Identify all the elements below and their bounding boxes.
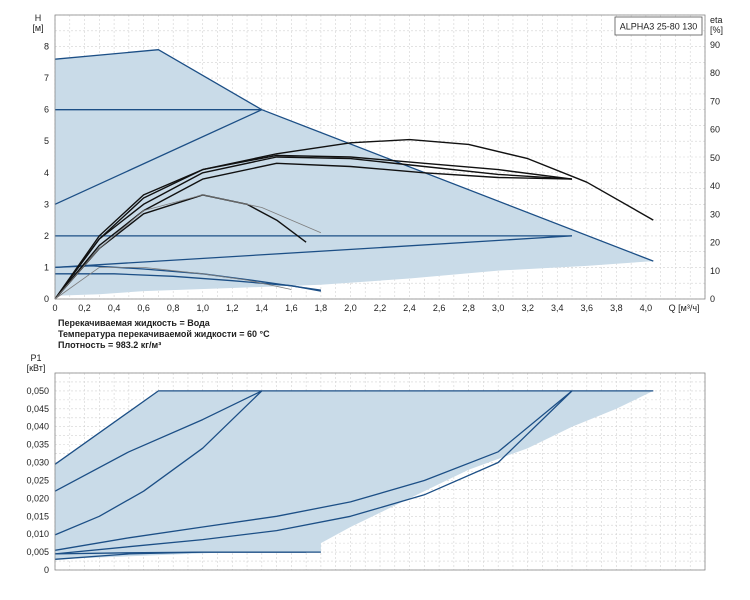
x-tick-label: 0 — [52, 303, 57, 313]
y-tick-label-0: 6 — [44, 105, 49, 115]
y-tick-label-0: 4 — [44, 168, 49, 178]
x-tick-label: 4,0 — [640, 303, 653, 313]
series-0-8 — [54, 154, 573, 300]
x-tick-label: 0,4 — [108, 303, 121, 313]
x-tick-label: 2,0 — [344, 303, 357, 313]
series-1-3 — [54, 390, 573, 551]
y-tick-label-1: 0,035 — [26, 440, 49, 450]
series-0-7 — [54, 138, 654, 300]
x-tick-label: 3,4 — [551, 303, 564, 313]
y2-axis-label: eta — [710, 15, 723, 25]
x-tick-label: 3,2 — [521, 303, 534, 313]
y-tick-label-1: 0,010 — [26, 529, 49, 539]
y-tick-label-1: 0 — [44, 565, 49, 575]
plot-frame-1 — [54, 372, 706, 571]
x-tick-label: 1,8 — [315, 303, 328, 313]
y-tick-label-1: 0,005 — [26, 547, 49, 557]
y2-tick-label: 40 — [710, 181, 720, 191]
x-tick-label: 0,2 — [78, 303, 91, 313]
note-2: Плотность = 983.2 кг/м³ — [58, 340, 161, 350]
x-tick-label: 2,8 — [462, 303, 475, 313]
title-box — [614, 16, 703, 36]
y2-tick-label: 50 — [710, 153, 720, 163]
y-tick-label-1: 0,045 — [26, 404, 49, 414]
y2-tick-label: 90 — [710, 40, 720, 50]
y2-tick-label: 70 — [710, 96, 720, 106]
x-tick-label: 3,0 — [492, 303, 505, 313]
y-axis-label-1: [кВт] — [27, 363, 46, 373]
y-tick-label-0: 2 — [44, 231, 49, 241]
y-tick-label-1: 0,025 — [26, 475, 49, 485]
x-tick-label: 2,2 — [374, 303, 387, 313]
y2-tick-label: 60 — [710, 125, 720, 135]
x-tick-label: 1,0 — [196, 303, 209, 313]
note-1: Температура перекачиваемой жидкости = 60… — [58, 329, 270, 339]
series-0-13 — [54, 266, 292, 300]
y-tick-label-1: 0,040 — [26, 422, 49, 432]
x-tick-label: 1,6 — [285, 303, 298, 313]
series-0-5 — [54, 265, 321, 291]
y-tick-label-1: 0,050 — [26, 386, 49, 396]
x-tick-label: 1,4 — [256, 303, 269, 313]
x-tick-label: 3,8 — [610, 303, 623, 313]
y-tick-label-1: 0,020 — [26, 493, 49, 503]
y2-tick-label: 10 — [710, 266, 720, 276]
x-tick-label: 2,6 — [433, 303, 446, 313]
series-1-1 — [54, 390, 263, 492]
chart-title: ALPHA3 25-80 130 — [620, 22, 698, 32]
series-0-6 — [55, 273, 322, 292]
series-0-9 — [54, 156, 573, 300]
y-axis-label-0: H — [35, 13, 42, 23]
y-tick-label-0: 0 — [44, 294, 49, 304]
series-1-2 — [54, 390, 263, 536]
series-1-6 — [54, 551, 321, 555]
note-0: Перекачиваемая жидкость = Вода — [58, 318, 211, 328]
series-0-10 — [54, 162, 573, 300]
y-axis-label-1: P1 — [30, 353, 41, 363]
series-1-4 — [54, 390, 573, 555]
x-axis-label: Q [м³/ч] — [669, 303, 700, 313]
y-axis-label-0: [м] — [32, 23, 43, 33]
plot-frame-0 — [54, 14, 706, 300]
y-tick-label-0: 1 — [44, 262, 49, 272]
y-tick-label-1: 0,030 — [26, 458, 49, 468]
y-tick-label-0: 5 — [44, 136, 49, 146]
x-tick-label: 0,6 — [137, 303, 150, 313]
series-0-0 — [54, 49, 654, 262]
y-tick-label-1: 0,015 — [26, 511, 49, 521]
y-tick-label-0: 8 — [44, 42, 49, 52]
series-0-2 — [54, 109, 263, 205]
y-tick-label-0: 3 — [44, 199, 49, 209]
y2-tick-label: 20 — [710, 238, 720, 248]
x-tick-label: 0,8 — [167, 303, 180, 313]
operating-area-1 — [55, 390, 654, 560]
y2-tick-label: 80 — [710, 68, 720, 78]
x-tick-label: 1,2 — [226, 303, 239, 313]
series-0-12 — [54, 194, 322, 300]
y2-tick-label: 0 — [710, 294, 715, 304]
x-tick-label: 3,6 — [581, 303, 594, 313]
series-0-4 — [54, 235, 573, 269]
y2-tick-label: 30 — [710, 209, 720, 219]
series-1-0 — [54, 390, 654, 465]
operating-area-0 — [55, 49, 654, 296]
y-tick-label-0: 7 — [44, 73, 49, 83]
x-tick-label: 2,4 — [403, 303, 416, 313]
y2-axis-label: [%] — [710, 25, 723, 35]
